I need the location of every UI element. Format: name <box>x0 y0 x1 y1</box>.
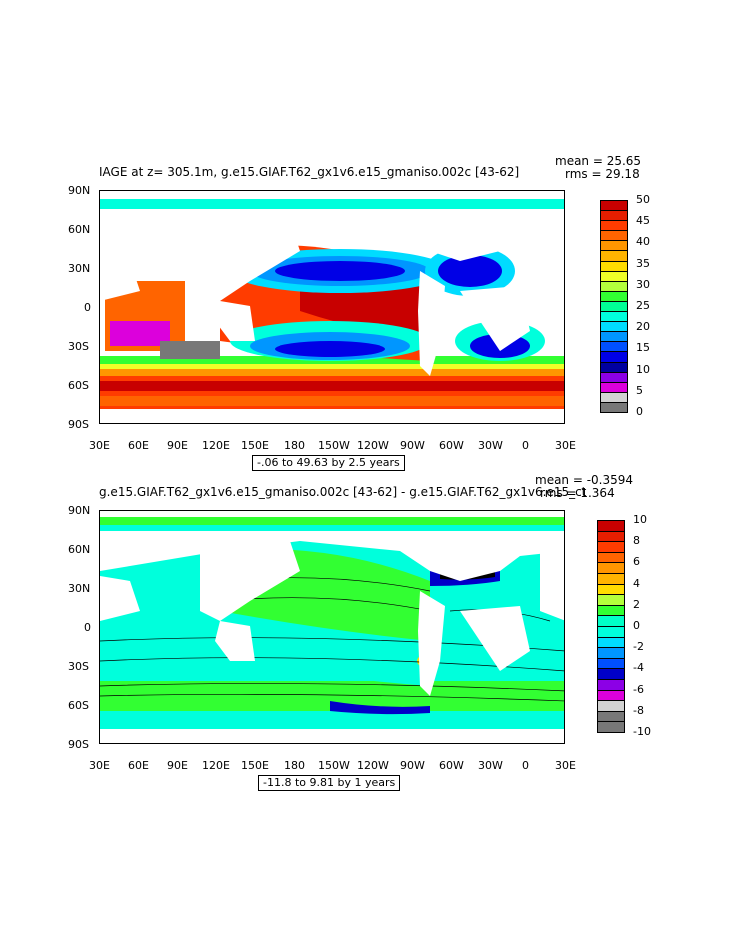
top-lat-label-90n: 90N <box>68 184 91 197</box>
top-colorbar-label: 10 <box>636 362 650 376</box>
bottom-lon-label-120e: 120E <box>202 759 230 772</box>
bottom-colorbar-label: -10 <box>633 725 651 738</box>
bottom-lon-label-120w: 120W <box>357 759 389 772</box>
bottom-lon-label-30e: 30E <box>89 759 110 772</box>
bottom-rms-label: rms = 1.364 <box>540 486 615 500</box>
top-lat-label-60n: 60N <box>68 223 91 236</box>
top-colorbar <box>600 200 628 413</box>
top-lon-label-150w: 150W <box>318 439 350 452</box>
top-colorbar-label: 5 <box>636 383 643 397</box>
bottom-mean-label: mean = -0.3594 <box>535 473 634 487</box>
top-lon-label-150e: 150E <box>241 439 269 452</box>
top-map <box>99 190 565 424</box>
bottom-lon-label-30w: 30W <box>478 759 503 772</box>
bottom-title: g.e15.GIAF.T62_gx1v6.e15_gmaniso.002c [4… <box>99 485 587 499</box>
bottom-lon-label-0: 0 <box>522 759 529 772</box>
bottom-colorbar <box>597 520 625 733</box>
bottom-lon-label-30e-right: 30E <box>555 759 576 772</box>
top-lon-label-60w: 60W <box>439 439 464 452</box>
top-colorbar-label: 15 <box>636 341 650 355</box>
bottom-colorbar-label: 2 <box>633 597 640 611</box>
top-rms-label: rms = 29.18 <box>565 167 640 181</box>
bottom-lat-label-60n: 60N <box>68 543 91 556</box>
top-lat-label-0: 0 <box>84 301 91 314</box>
top-mean-label: mean = 25.65 <box>555 154 642 168</box>
bottom-colorbar-label: -6 <box>633 682 644 696</box>
top-map-field <box>100 191 564 423</box>
top-range-label: -.06 to 49.63 by 2.5 years <box>252 455 405 471</box>
top-colorbar-label: 35 <box>636 256 650 270</box>
bottom-lon-label-60e: 60E <box>128 759 149 772</box>
bottom-lat-label-90s: 90S <box>68 738 89 751</box>
top-colorbar-label: 40 <box>636 235 650 249</box>
top-lat-label-30s: 30S <box>68 340 89 353</box>
top-colorbar-label: 0 <box>636 405 643 418</box>
top-lon-label-90e: 90E <box>167 439 188 452</box>
bottom-colorbar-label: 10 <box>633 513 647 526</box>
top-lon-label-180: 180 <box>284 439 305 452</box>
bottom-lon-label-90w: 90W <box>400 759 425 772</box>
bottom-lon-label-90e: 90E <box>167 759 188 772</box>
bottom-lon-label-180: 180 <box>284 759 305 772</box>
top-lat-label-90s: 90S <box>68 418 89 431</box>
top-lon-label-30w: 30W <box>478 439 503 452</box>
top-lon-label-30e: 30E <box>89 439 110 452</box>
top-lon-label-90w: 90W <box>400 439 425 452</box>
bottom-lat-label-0: 0 <box>84 621 91 634</box>
bottom-map-field <box>100 511 564 743</box>
top-colorbar-label: 50 <box>636 193 650 206</box>
top-lat-label-30n: 30N <box>68 262 91 275</box>
top-lon-label-30e-right: 30E <box>555 439 576 452</box>
top-colorbar-label: 25 <box>636 299 650 312</box>
top-lon-label-120w: 120W <box>357 439 389 452</box>
top-colorbar-label: 20 <box>636 320 650 334</box>
top-lat-label-60s: 60S <box>68 379 89 392</box>
bottom-colorbar-label: 8 <box>633 534 640 548</box>
bottom-lat-label-90n: 90N <box>68 504 91 517</box>
bottom-lon-label-150w: 150W <box>318 759 350 772</box>
top-title: IAGE at z= 305.1m, g.e15.GIAF.T62_gx1v6.… <box>99 165 520 179</box>
top-lon-label-0: 0 <box>522 439 529 452</box>
bottom-colorbar-label: 6 <box>633 555 640 569</box>
top-lon-label-120e: 120E <box>202 439 230 452</box>
bottom-colorbar-label: -2 <box>633 640 644 654</box>
bottom-lon-label-60w: 60W <box>439 759 464 772</box>
bottom-lat-label-30n: 30N <box>68 582 91 595</box>
top-colorbar-label: 30 <box>636 277 650 291</box>
bottom-colorbar-swatch <box>597 721 625 733</box>
bottom-map <box>99 510 565 744</box>
bottom-lat-label-60s: 60S <box>68 699 89 712</box>
bottom-lat-label-30s: 30S <box>68 660 89 673</box>
bottom-colorbar-label: 4 <box>633 576 640 590</box>
bottom-colorbar-label: 0 <box>633 619 640 632</box>
top-lon-label-60e: 60E <box>128 439 149 452</box>
top-colorbar-swatch <box>600 401 628 413</box>
bottom-colorbar-label: -4 <box>633 661 644 675</box>
bottom-lon-label-150e: 150E <box>241 759 269 772</box>
top-colorbar-label: 45 <box>636 214 650 228</box>
bottom-colorbar-label: -8 <box>633 703 644 717</box>
bottom-range-label: -11.8 to 9.81 by 1 years <box>258 775 401 791</box>
